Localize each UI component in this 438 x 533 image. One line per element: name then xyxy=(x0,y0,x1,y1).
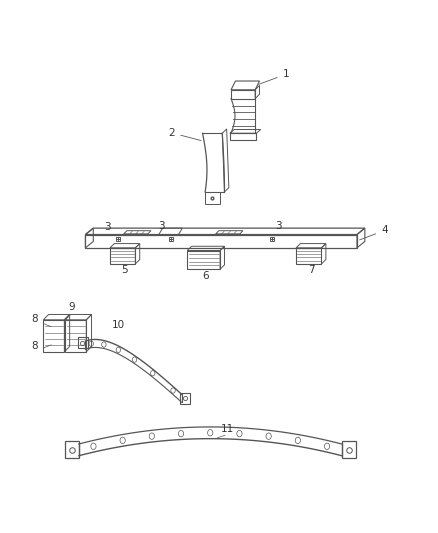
Text: 5: 5 xyxy=(121,265,128,276)
Text: 7: 7 xyxy=(307,265,314,276)
Text: 6: 6 xyxy=(202,271,209,281)
Text: 4: 4 xyxy=(360,225,388,240)
Text: 2: 2 xyxy=(169,128,201,141)
Text: 8: 8 xyxy=(32,341,39,351)
Text: 3: 3 xyxy=(275,221,282,231)
Text: 9: 9 xyxy=(68,302,75,312)
Text: 8: 8 xyxy=(32,314,39,325)
Text: 3: 3 xyxy=(158,221,165,231)
Text: 1: 1 xyxy=(259,69,289,84)
Text: 3: 3 xyxy=(104,222,111,232)
Text: 10: 10 xyxy=(112,320,125,330)
Text: 11: 11 xyxy=(221,424,234,434)
